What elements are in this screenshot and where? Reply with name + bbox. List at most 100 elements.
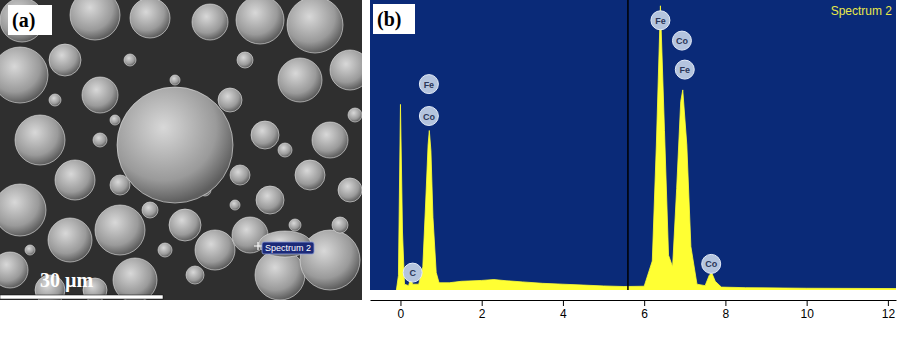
marker-cross [254, 242, 262, 250]
x-tick-mark [563, 300, 564, 306]
particle [49, 44, 81, 76]
panel-label-box [373, 4, 415, 34]
x-tick-label: 6 [641, 307, 648, 321]
particle [287, 0, 343, 53]
x-tick-mark [482, 300, 483, 306]
particle [230, 165, 250, 185]
particle [330, 50, 362, 90]
peak-badge [672, 31, 691, 50]
particle [255, 250, 305, 300]
particle [236, 0, 284, 44]
particle [289, 219, 301, 231]
particle [170, 75, 180, 85]
particle [237, 52, 253, 68]
x-tick-label: 8 [723, 307, 730, 321]
peak-badge [702, 254, 721, 273]
particle [93, 133, 107, 147]
particle [124, 54, 136, 66]
x-tick-label: 2 [479, 307, 486, 321]
peak-badge [651, 11, 670, 30]
marker-label: Spectrum 2 [265, 243, 311, 253]
x-tick-label: 4 [560, 307, 567, 321]
particle [0, 184, 46, 236]
particle [218, 88, 242, 112]
particle [195, 230, 235, 270]
marker-box [262, 242, 314, 254]
particle [49, 94, 61, 106]
particle [295, 160, 325, 190]
particle [278, 58, 322, 102]
particle [278, 143, 292, 157]
x-tick: 8 [723, 300, 730, 321]
x-tick: 4 [560, 300, 567, 321]
x-axis-line [371, 300, 897, 301]
particle [0, 252, 28, 288]
particle [348, 108, 362, 122]
peak-badge [419, 107, 438, 126]
particle [251, 121, 279, 149]
spectrum-marker: Spectrum 2 [254, 242, 314, 254]
particle [25, 245, 35, 255]
particle [113, 258, 157, 300]
particle [312, 122, 348, 158]
peak-label: Fe [655, 16, 666, 26]
particle [338, 178, 362, 202]
x-tick: 6 [641, 300, 648, 321]
particle [82, 77, 118, 113]
x-tick-label: 0 [398, 307, 405, 321]
peak-labels: C Fe Co Fe Co Fe Co [403, 11, 721, 282]
spectrum-area [396, 6, 896, 290]
x-tick-mark [807, 300, 808, 306]
cursor-line [627, 0, 629, 290]
peak-label-badge: Co [419, 107, 438, 126]
particle [142, 202, 158, 218]
x-tick: 10 [800, 300, 814, 321]
peak-label-badge: Fe [651, 11, 670, 30]
scale-bar [0, 295, 163, 299]
panel-label: (a) [12, 9, 35, 32]
peak-label-badge: Fe [675, 60, 694, 79]
peak-badge [675, 60, 694, 79]
particle [110, 115, 120, 125]
x-tick-mark [888, 300, 889, 306]
x-tick: 0 [398, 300, 405, 321]
particle [192, 4, 228, 40]
peak-badge [403, 263, 422, 282]
particle [169, 209, 201, 241]
peak-label-badge: C [403, 263, 422, 282]
particle [48, 218, 92, 262]
x-tick-mark [400, 300, 401, 306]
scale-bar-label: 30 µm [40, 269, 94, 292]
particle [186, 266, 204, 284]
x-tick-mark [725, 300, 726, 306]
x-axis: 0 2 4 6 8 10 12 [371, 300, 897, 321]
particle [117, 87, 233, 203]
particle [332, 217, 348, 233]
panel-label-box [8, 5, 52, 35]
particle [256, 186, 284, 214]
particle [130, 0, 170, 38]
peak-label: C [409, 268, 416, 278]
peak-label: Fe [680, 65, 691, 75]
peak-label: Fe [424, 80, 435, 90]
panel-a: Spectrum 2 [0, 0, 362, 300]
x-tick-label: 10 [800, 307, 814, 321]
particle [158, 243, 172, 257]
x-tick: 2 [479, 300, 486, 321]
x-tick: 12 [882, 300, 896, 321]
particle [230, 200, 240, 210]
x-tick-mark [644, 300, 645, 306]
particle [95, 205, 145, 255]
panel-label: (b) [377, 8, 401, 31]
chart-title: Spectrum 2 [831, 4, 893, 18]
x-tick-label: 12 [882, 307, 896, 321]
peak-label: Co [705, 259, 717, 269]
particle [15, 115, 65, 165]
particle [70, 0, 120, 40]
peak-label: Co [676, 36, 688, 46]
peak-label-badge: Fe [419, 75, 438, 94]
particle [55, 160, 95, 200]
peak-label-badge: Co [702, 254, 721, 273]
figure: Spectrum 2 30 µm (a) 0 2 4 6 8 10 12 Spectrum 2 C Fe… [0, 0, 910, 343]
particle [0, 47, 48, 103]
